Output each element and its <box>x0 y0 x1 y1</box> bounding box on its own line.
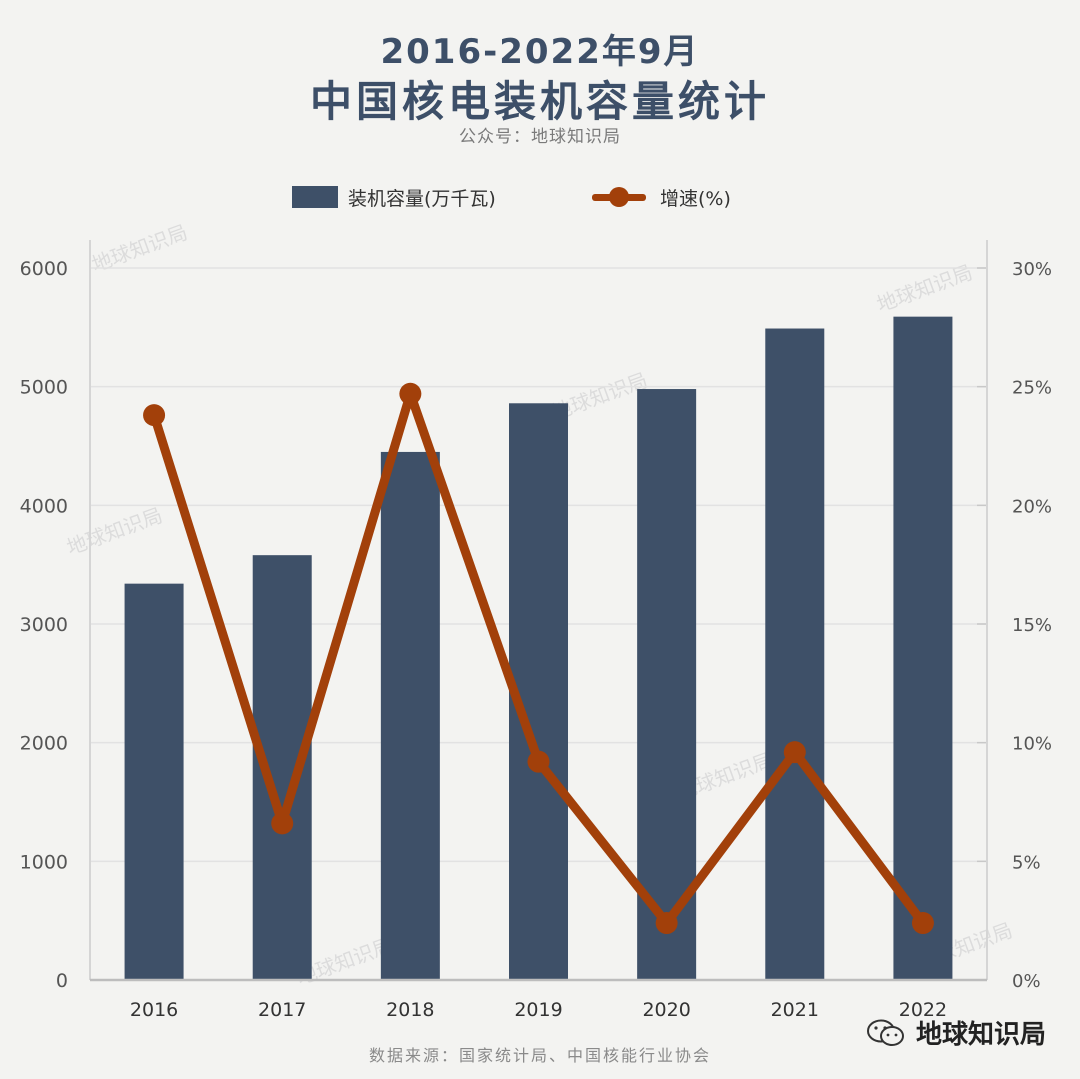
y-left-tick-label: 5000 <box>20 377 68 399</box>
y-left-tick-label: 2000 <box>20 733 68 755</box>
y-left-tick-label: 4000 <box>20 495 68 517</box>
chart-title: 中国核电装机容量统计 <box>309 77 770 126</box>
y-right-tick-label: 0% <box>1012 971 1041 992</box>
legend-line-marker <box>609 187 629 207</box>
growth-point-2016 <box>143 404 166 427</box>
chart-subtitle: 公众号：地球知识局 <box>459 127 621 147</box>
y-left-tick-label: 1000 <box>20 851 68 873</box>
y-right-tick-label: 5% <box>1012 852 1041 873</box>
bar-2018 <box>380 451 440 980</box>
y-right-tick-label: 10% <box>1012 734 1052 755</box>
legend: 装机容量(万千瓦) 增速(%) <box>0 182 1080 212</box>
bar-2020 <box>637 389 697 980</box>
bar-2016 <box>124 583 184 980</box>
y-left-tick-label: 3000 <box>20 614 68 636</box>
y-right-tick-label: 20% <box>1012 496 1052 517</box>
growth-point-2020 <box>655 912 678 935</box>
y-left-tick-label: 0 <box>56 970 68 992</box>
x-tick-label: 2019 <box>514 999 562 1021</box>
wechat-icon <box>867 1019 904 1046</box>
watermark-2: 地球知识局 <box>64 503 166 560</box>
x-tick-label: 2018 <box>386 999 434 1021</box>
growth-point-2019 <box>527 750 550 773</box>
legend-line-label: 增速(%) <box>660 188 731 210</box>
legend-bar-label: 装机容量(万千瓦) <box>348 188 496 210</box>
data-source: 数据来源：国家统计局、中国核能行业协会 <box>368 1046 711 1065</box>
y-left-tick-label: 6000 <box>20 258 68 280</box>
x-tick-label: 2022 <box>899 999 947 1021</box>
y-right-tick-label: 25% <box>1012 378 1052 399</box>
chart-title-year: 2016-2022年9月 <box>380 32 700 72</box>
y-right-tick-label: 30% <box>1012 259 1052 280</box>
y-right-tick-label: 15% <box>1012 615 1052 636</box>
bar-2021 <box>765 328 825 980</box>
growth-point-2017 <box>271 812 294 835</box>
x-tick-label: 2017 <box>258 999 306 1021</box>
x-tick-label: 2021 <box>771 999 819 1021</box>
growth-point-2018 <box>399 382 422 405</box>
x-tick-label: 2016 <box>130 999 178 1021</box>
legend-bar-swatch <box>292 186 338 208</box>
bar-2022 <box>893 316 953 980</box>
growth-point-2022 <box>911 912 934 935</box>
x-tick-label: 2020 <box>642 999 690 1021</box>
growth-point-2021 <box>783 741 806 764</box>
brand-name: 地球知识局 <box>915 1020 1046 1050</box>
